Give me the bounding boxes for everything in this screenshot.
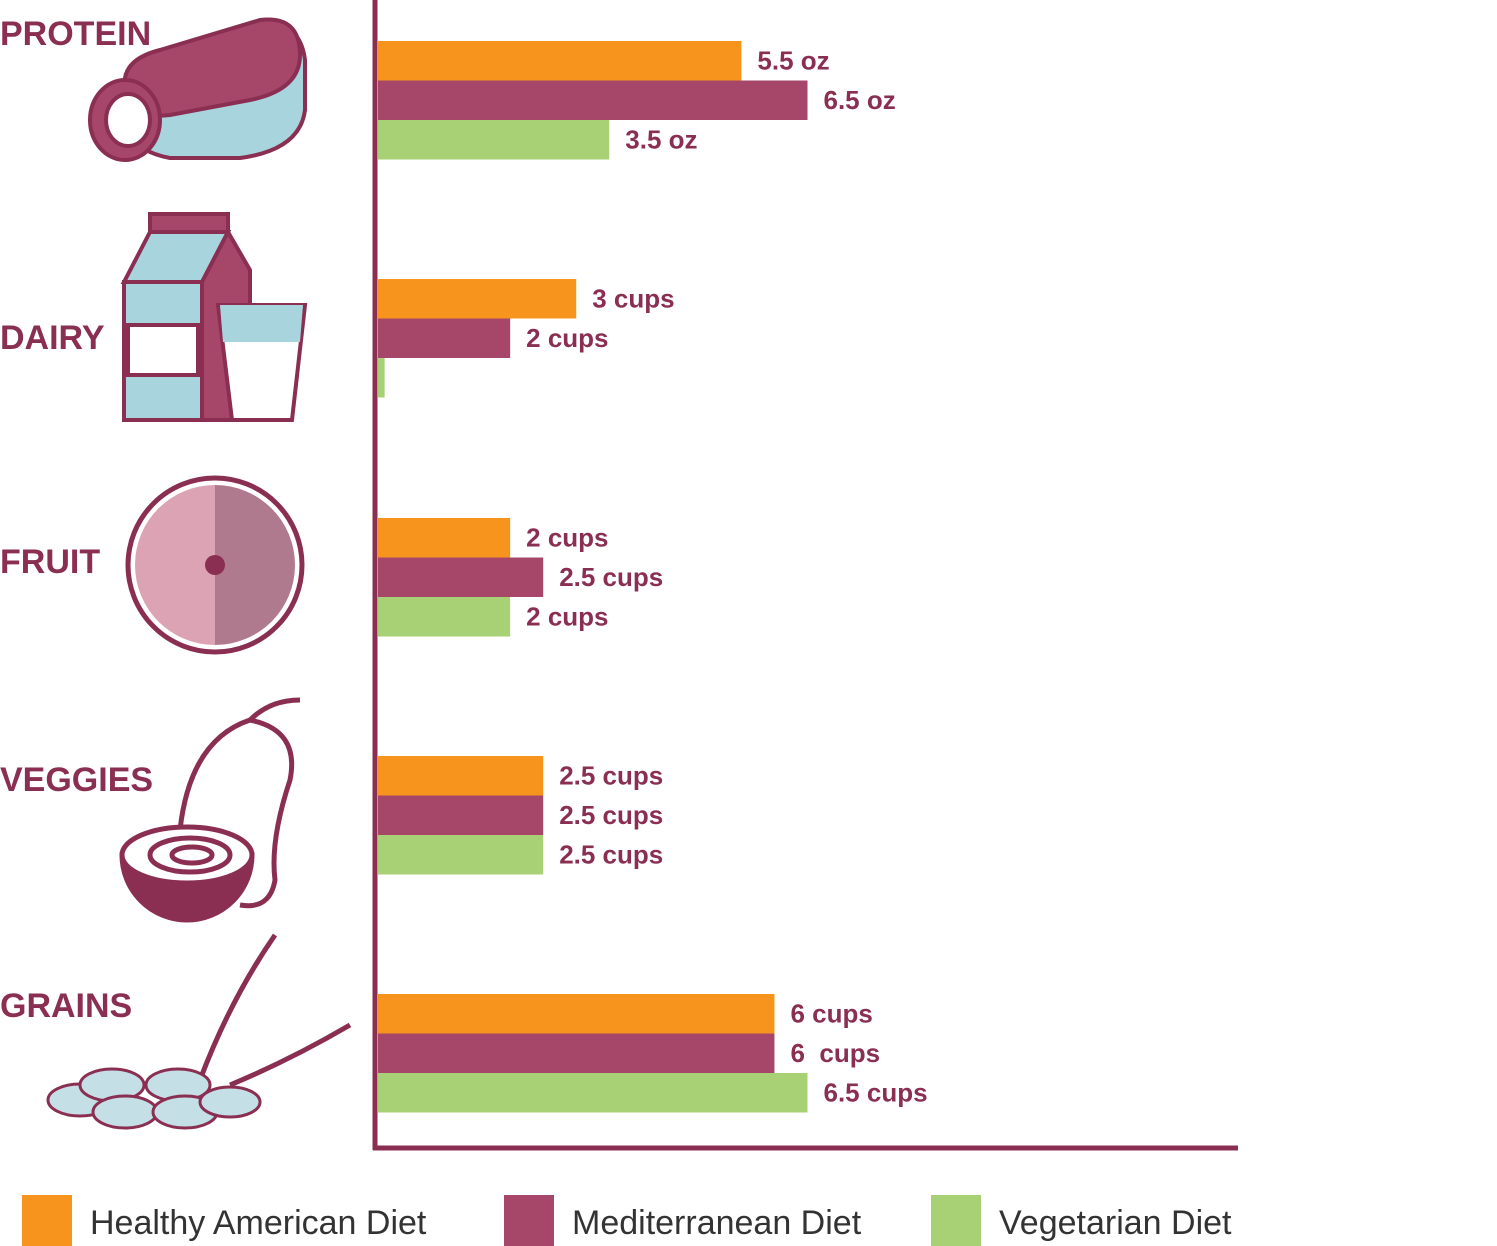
bar	[378, 795, 544, 835]
value-label: 5.5 oz	[757, 46, 829, 76]
bar	[378, 756, 544, 796]
bar	[378, 1033, 775, 1073]
value-label: 2 cups	[526, 602, 608, 632]
legend-swatch	[22, 1195, 72, 1246]
value-label: 6 cups	[790, 1038, 880, 1068]
bar	[378, 120, 610, 160]
bar	[378, 994, 775, 1034]
bar	[378, 557, 544, 597]
bar	[378, 358, 385, 398]
legend-swatch	[504, 1195, 554, 1246]
value-label: 2.5 cups	[559, 800, 663, 830]
legend-label: Healthy American Diet	[90, 1204, 427, 1242]
category-label: GRAINS	[0, 987, 132, 1025]
bar	[378, 1073, 808, 1113]
legend-label: Vegetarian Diet	[999, 1204, 1232, 1242]
bar	[378, 279, 577, 319]
fruit-icon	[125, 475, 305, 655]
grains-icon	[46, 933, 352, 1130]
category-label: PROTEIN	[0, 15, 151, 53]
legend-swatch	[931, 1195, 981, 1246]
value-label: 3.5 oz	[625, 125, 697, 155]
value-label: 2 cups	[526, 323, 608, 353]
bar	[378, 80, 808, 120]
legend-label: Mediterranean Diet	[572, 1204, 862, 1242]
category-label: FRUIT	[0, 543, 100, 581]
value-label: 6.5 oz	[824, 85, 896, 115]
value-label: 6 cups	[790, 999, 872, 1029]
category-label: VEGGIES	[0, 761, 153, 799]
bar	[378, 41, 742, 81]
protein-icon	[88, 17, 307, 162]
veggies-icon	[119, 697, 301, 923]
value-label: 2 cups	[526, 523, 608, 553]
category-label: DAIRY	[0, 319, 105, 357]
value-label: 2.5 cups	[559, 562, 663, 592]
value-label: 2.5 cups	[559, 761, 663, 791]
bar	[378, 518, 511, 558]
bar	[378, 318, 511, 358]
value-label: 2.5 cups	[559, 840, 663, 870]
dairy-icon	[120, 212, 308, 422]
bar	[378, 835, 544, 875]
value-label: 6.5 cups	[824, 1078, 928, 1108]
bar	[378, 597, 511, 637]
value-label: 3 cups	[592, 284, 674, 314]
